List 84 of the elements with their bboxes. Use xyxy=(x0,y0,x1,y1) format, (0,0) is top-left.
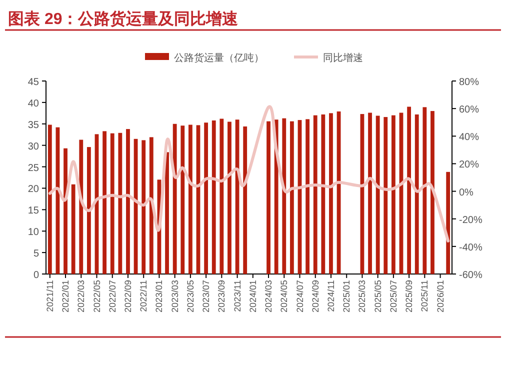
bar xyxy=(306,119,310,274)
x-tick-label: 2024/07 xyxy=(294,280,305,313)
y2-tick-label: 40% xyxy=(459,132,480,144)
bar xyxy=(110,133,114,274)
x-tick-label: 2021/11 xyxy=(44,280,55,312)
x-tick-label: 2025/09 xyxy=(404,280,414,313)
bar xyxy=(79,140,84,274)
bar xyxy=(446,172,450,274)
bar xyxy=(204,122,208,274)
x-tick-label: 2026/01 xyxy=(435,280,446,313)
bar xyxy=(220,118,224,274)
bar xyxy=(282,118,286,274)
x-tick-label: 2022/11 xyxy=(138,280,149,312)
bar xyxy=(414,114,419,274)
y2-tick-label: -40% xyxy=(459,242,482,254)
x-tick-label: 2024/03 xyxy=(264,280,274,313)
x-tick-label: 2024/09 xyxy=(310,280,320,313)
y2-tick-label: 80% xyxy=(459,77,480,88)
bar xyxy=(188,124,192,274)
bar xyxy=(165,152,169,274)
bar xyxy=(228,122,232,274)
bar xyxy=(118,132,122,274)
bar xyxy=(391,115,396,274)
x-tick-label: 2023/07 xyxy=(201,280,212,313)
legend-label: 公路货运量（亿吨） xyxy=(174,52,264,64)
bar xyxy=(71,184,76,274)
y-tick-label: 25 xyxy=(28,162,40,174)
bar xyxy=(64,148,68,274)
bar xyxy=(212,120,216,274)
y-tick-label: 40 xyxy=(28,98,40,110)
x-tick-label: 2025/03 xyxy=(357,280,368,313)
legend-label: 同比增速 xyxy=(323,52,363,64)
y-tick-label: 15 xyxy=(28,206,40,217)
bar xyxy=(384,117,388,274)
x-tick-label: 2023/11 xyxy=(232,280,242,312)
line-series xyxy=(48,105,450,242)
bar xyxy=(142,140,146,274)
y2-tick-label: -20% xyxy=(459,214,482,226)
chart-title: 图表 29：公路货运量及同比增速 xyxy=(8,10,240,28)
bar xyxy=(266,121,270,274)
bar xyxy=(368,112,372,274)
bar xyxy=(407,106,412,274)
bar xyxy=(329,113,333,274)
x-tick-label: 2022/07 xyxy=(107,280,118,313)
x-tick-label: 2023/05 xyxy=(185,280,196,313)
y-tick-label: 20 xyxy=(28,184,40,196)
y-tick-label: 10 xyxy=(28,227,40,238)
bar xyxy=(102,131,107,274)
x-tick-label: 2023/01 xyxy=(154,280,164,313)
y2-tick-label: 0% xyxy=(459,187,474,198)
x-tick-label: 2022/01 xyxy=(60,280,71,313)
y2-tick-label: -60% xyxy=(459,270,482,281)
bar xyxy=(126,129,130,274)
bar xyxy=(313,115,318,274)
bar xyxy=(321,114,326,274)
bar xyxy=(243,126,248,274)
x-tick-label: 2022/03 xyxy=(76,280,86,313)
x-tick-label: 2025/05 xyxy=(372,280,383,313)
bar xyxy=(48,124,52,274)
bar xyxy=(376,116,380,274)
y-tick-label: 30 xyxy=(28,141,40,152)
bar xyxy=(86,147,91,274)
y-tick-label: 5 xyxy=(33,248,40,260)
x-tick-label: 2023/03 xyxy=(170,280,180,313)
bar xyxy=(290,121,294,274)
x-tick-label: 2025/07 xyxy=(388,280,398,313)
x-tick-label: 2024/05 xyxy=(279,280,290,313)
x-tick-label: 2024/01 xyxy=(248,280,258,313)
y-tick-label: 35 xyxy=(28,120,40,131)
y-tick-label: 45 xyxy=(28,77,40,88)
bar xyxy=(180,126,185,274)
y2-tick-label: 20% xyxy=(459,160,480,171)
y-tick-label: 0 xyxy=(33,270,40,281)
x-tick-label: 2022/09 xyxy=(122,280,133,313)
x-tick-label: 2023/09 xyxy=(216,280,227,313)
x-tick-label: 2022/05 xyxy=(92,280,102,313)
bar xyxy=(149,137,154,274)
x-tick-label: 2025/11 xyxy=(420,280,430,312)
bar xyxy=(172,124,177,274)
bar xyxy=(430,111,434,274)
x-tick-label: 2024/11 xyxy=(326,280,336,312)
y2-tick-label: 60% xyxy=(459,104,480,116)
bar xyxy=(422,107,427,274)
x-tick-label: 2025/01 xyxy=(342,280,352,313)
